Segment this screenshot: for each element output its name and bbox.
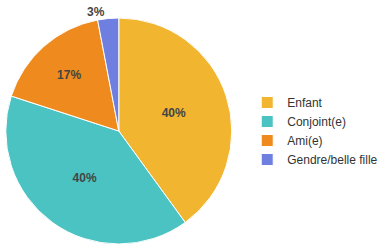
- svg-text:40%: 40%: [162, 106, 186, 120]
- svg-text:17%: 17%: [57, 68, 81, 82]
- svg-text:Conjoint(e): Conjoint(e): [287, 115, 346, 129]
- svg-text:Enfant: Enfant: [287, 96, 322, 110]
- svg-text:40%: 40%: [73, 171, 97, 185]
- svg-text:Gendre/belle fille: Gendre/belle fille: [287, 153, 377, 167]
- svg-text:3%: 3%: [87, 5, 105, 19]
- svg-text:Ami(e): Ami(e): [287, 134, 322, 148]
